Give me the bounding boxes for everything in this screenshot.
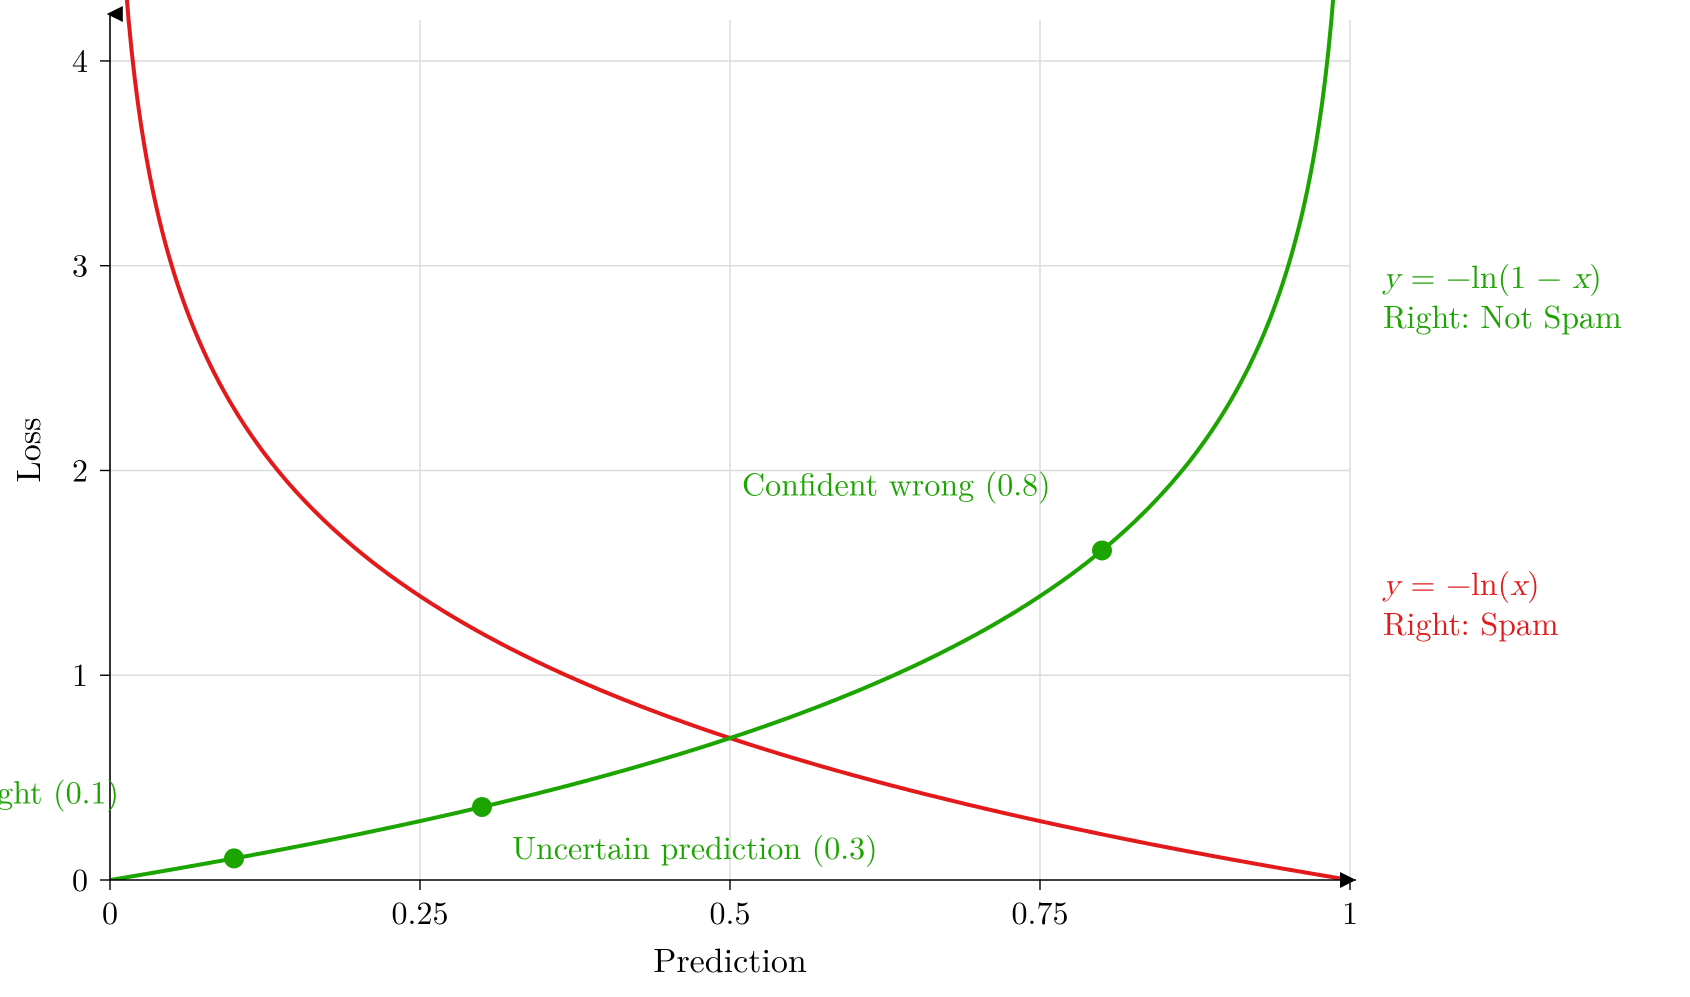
x-tick-label: 0.25 — [392, 889, 449, 934]
series-side-label-red: y = −ln(x)Right: Spam — [1382, 560, 1559, 645]
point-marker — [1092, 540, 1112, 560]
point-annotation: Uncertain prediction (0.3) — [512, 824, 878, 869]
x-tick-label: 0.75 — [1012, 889, 1069, 934]
x-axis-label: Prediction — [653, 934, 807, 982]
point-marker — [472, 797, 492, 817]
y-tick-label: 2 — [72, 446, 88, 491]
y-tick-label: 3 — [72, 242, 88, 287]
loss-chart: 0 0.25 0.5 0.75 1 0 1 2 3 4 Prediction Loss Confiden… — [0, 0, 1690, 997]
y-tick-label: 4 — [72, 37, 88, 82]
chart-container: 0 0.25 0.5 0.75 1 0 1 2 3 4 Prediction Loss Confiden… — [0, 0, 1690, 997]
x-tick-label: 0.5 — [710, 889, 751, 934]
point-annotation: Confident wrong (0.8) — [742, 460, 1051, 505]
series-side-label-green: y = −ln(1 − x)Right: Not Spam — [1382, 253, 1622, 338]
y-tick-label: 1 — [72, 651, 88, 696]
point-annotation: Confident right (0.1) — [0, 768, 119, 813]
x-tick-label: 0 — [102, 889, 118, 934]
y-tick-label: 0 — [72, 856, 88, 901]
point-marker — [224, 848, 244, 868]
y-axis-label: Loss — [2, 417, 50, 482]
x-tick-label: 1 — [1342, 889, 1358, 934]
